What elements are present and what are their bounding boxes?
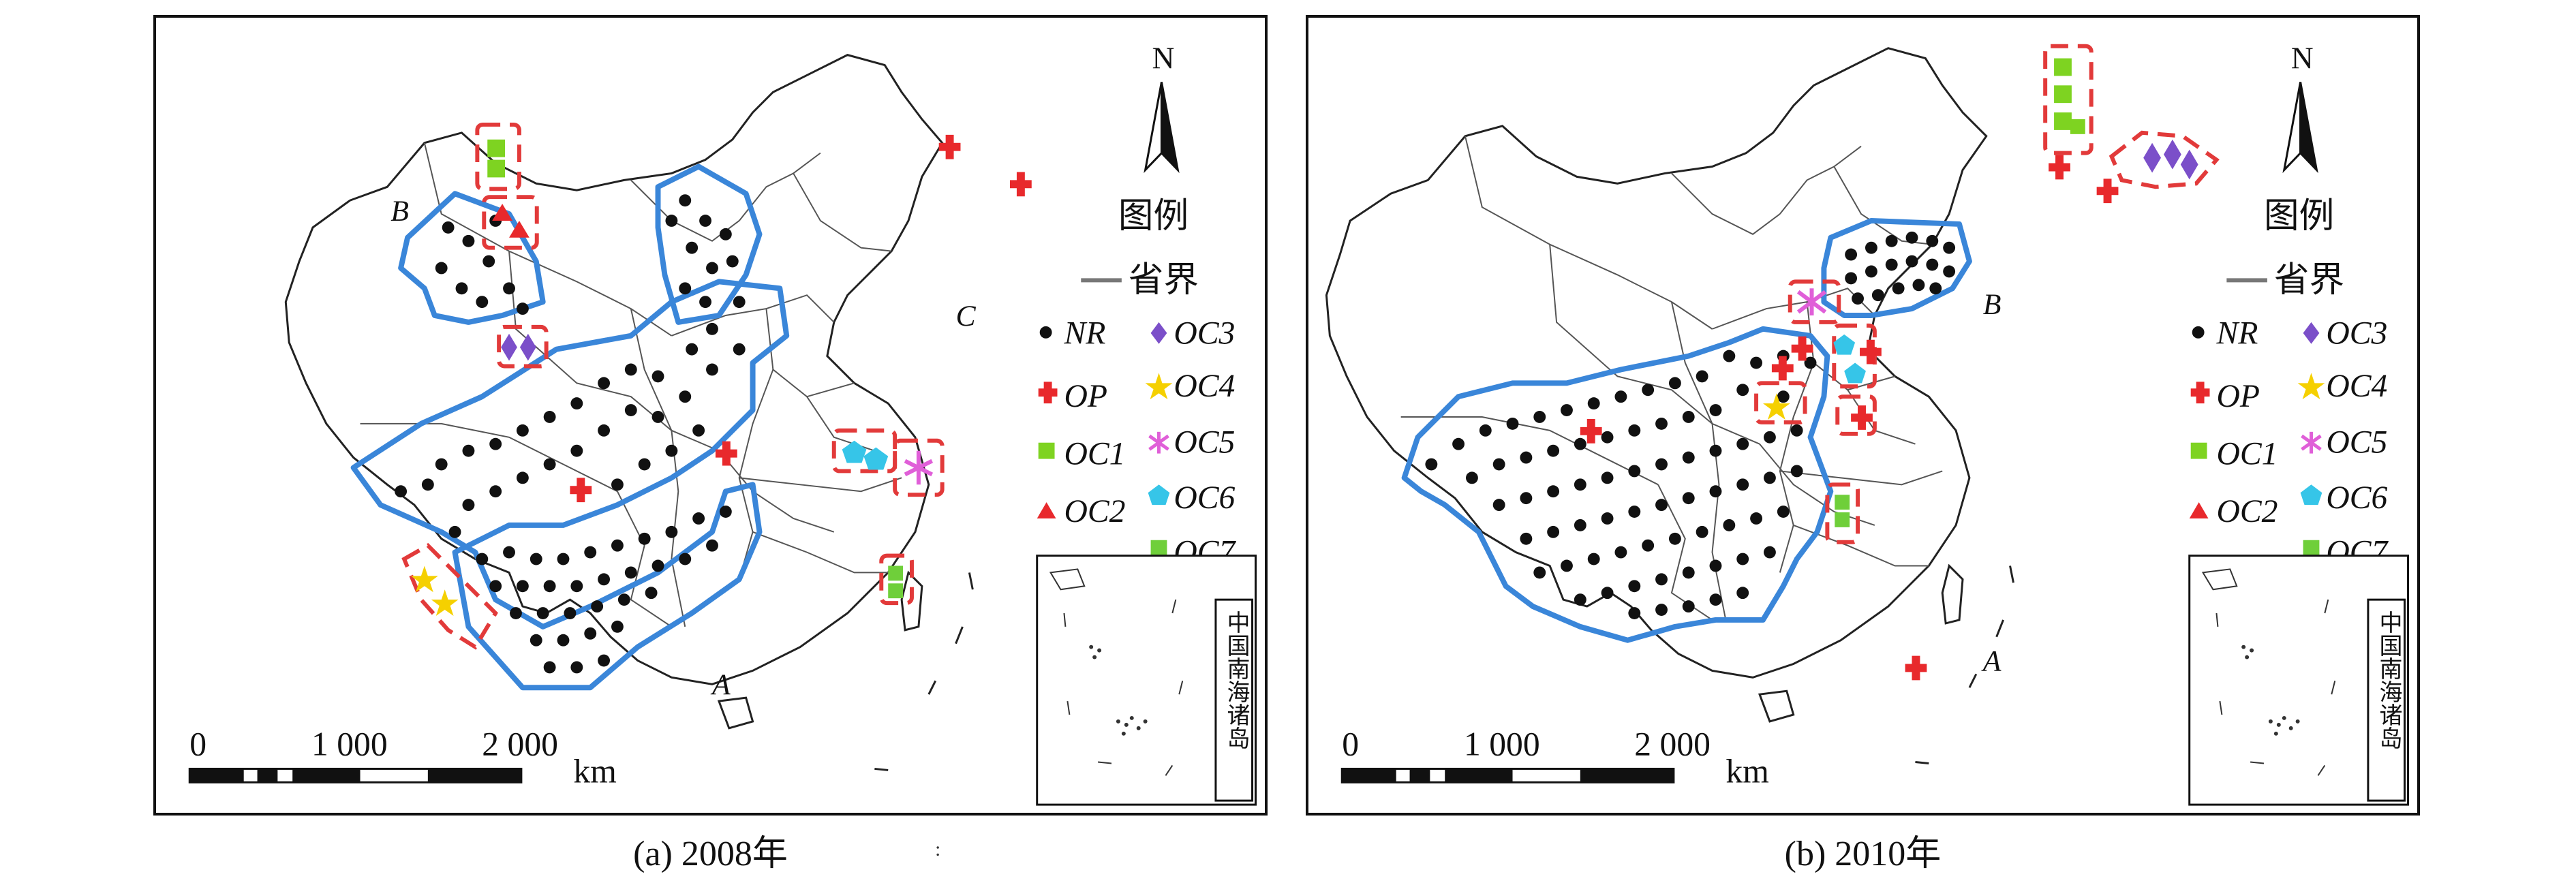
region-label-b: B — [390, 195, 409, 228]
map-canvas: B A N 图例 省界 NR OP OC1 OC2 OC3 OC4 OC5 — [1325, 40, 2410, 806]
legend-oc2: OC2 — [2216, 494, 2278, 529]
stray-mark: : — [935, 838, 941, 860]
hainan-outline — [717, 696, 754, 730]
caption-2010: (b) 2010年 — [1784, 835, 1942, 873]
legend-oc2: OC2 — [1064, 494, 1125, 529]
cluster-c-outline — [655, 164, 763, 325]
legend-title: 图例 — [1118, 197, 1189, 236]
nr-dots — [395, 194, 746, 674]
scale-unit: km — [573, 752, 616, 790]
legend-oc4: OC4 — [1174, 369, 1235, 404]
region-label-a: A — [710, 668, 731, 701]
map-canvas: A B C N 图例 省界 NR OP OC1 OC2 OC3 OC4 — [188, 40, 1257, 806]
legend-oc5: OC5 — [2326, 425, 2387, 461]
inset-label: 中国南海诸岛 — [2375, 610, 2402, 749]
map-panel-2010: B A N 图例 省界 NR OP OC1 OC2 OC3 OC4 OC5 — [1306, 15, 2420, 816]
legend-oc1: OC1 — [1064, 437, 1125, 472]
region-label-b: B — [1983, 288, 2002, 321]
oc-markers — [1763, 58, 2198, 527]
legend-op: OP — [2216, 379, 2260, 414]
legend-op: OP — [1064, 379, 1107, 414]
scale-tick-2000: 2 000 — [482, 726, 558, 763]
region-label-c: C — [956, 300, 977, 332]
south-sea-dashes — [874, 572, 974, 771]
legend-oc3: OC3 — [2326, 316, 2387, 352]
scale-tick-1000: 1 000 — [1464, 726, 1540, 763]
south-china-sea-inset — [1036, 555, 1257, 806]
legend-oc4: OC4 — [2326, 369, 2387, 404]
oc-markers — [411, 139, 934, 616]
legend-boundary-label: 省界 — [2274, 261, 2344, 300]
legend-oc6: OC6 — [2326, 480, 2387, 516]
legend-boundary-label: 省界 — [1129, 261, 1199, 300]
cluster-a-outline — [350, 279, 790, 691]
cluster-b-outline — [398, 191, 546, 325]
north-label: N — [1152, 40, 1175, 75]
hainan-outline — [1758, 689, 1795, 723]
scale-tick-0: 0 — [1342, 726, 1359, 763]
legend-oc5: OC5 — [1174, 425, 1235, 461]
taiwan-outline — [1941, 563, 1964, 625]
south-sea-dashes — [1915, 565, 2014, 764]
inset-label: 中国南海诸岛 — [1223, 610, 1250, 749]
scale-bar: 0 1 000 2 000 km — [188, 726, 617, 790]
scale-unit: km — [1726, 752, 1768, 790]
province-boundaries — [360, 142, 902, 627]
nr-dots — [1425, 231, 1956, 619]
legend-entries: NR OP OC1 OC2 OC3 OC4 OC5 OC6 OC7 — [2189, 316, 2389, 570]
scale-tick-0: 0 — [189, 726, 206, 763]
north-label: N — [2291, 40, 2314, 75]
legend-oc6: OC6 — [1174, 480, 1235, 516]
dashed-outlines — [401, 122, 945, 650]
north-arrow-icon — [1144, 82, 1180, 174]
op-markers — [1580, 155, 2119, 681]
legend-oc3: OC3 — [1174, 316, 1235, 352]
map-panel-2008: A B C N 图例 省界 NR OP OC1 OC2 OC3 OC4 — [153, 15, 1268, 816]
scale-bar: 0 1 000 2 000 km — [1340, 726, 1769, 790]
cluster-a-outline — [1401, 326, 1834, 643]
legend-title: 图例 — [2264, 197, 2334, 236]
scale-tick-2000: 2 000 — [1634, 726, 1711, 763]
legend-oc1: OC1 — [2216, 437, 2278, 472]
legend-nr: NR — [1063, 316, 1105, 352]
region-label-a: A — [1981, 645, 2002, 677]
legend-entries: NR OP OC1 OC2 OC3 OC4 OC5 OC6 OC7 — [1037, 316, 1237, 570]
south-china-sea-inset — [2188, 555, 2410, 806]
north-arrow-icon — [2282, 82, 2318, 174]
country-outline — [1325, 47, 1988, 679]
caption-2008: (a) 2008年 — [633, 835, 788, 873]
op-markers — [570, 134, 1032, 503]
legend-nr: NR — [2215, 316, 2258, 352]
scale-tick-1000: 1 000 — [311, 726, 388, 763]
country-outline — [284, 54, 944, 685]
